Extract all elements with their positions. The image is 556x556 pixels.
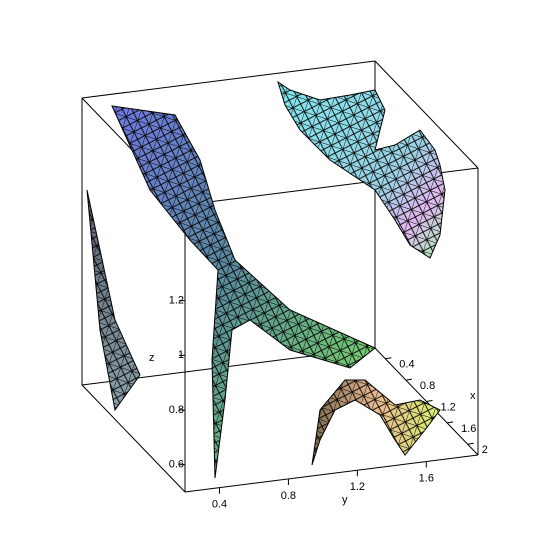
y-axis-label: y [342, 494, 348, 506]
y-tick-label: 0.4 [212, 499, 227, 511]
surface-mesh [278, 82, 445, 258]
surface-mesh [112, 106, 375, 478]
x-tick-label: 0.8 [420, 380, 435, 392]
surface-mesh [312, 380, 440, 465]
box-edge [374, 60, 479, 169]
x-tick-label: 0.4 [399, 359, 414, 371]
z-axis-label: z [149, 352, 155, 364]
y-tick-label: 1.2 [350, 481, 365, 493]
tick-mark [405, 378, 412, 381]
tick-mark [447, 421, 454, 424]
x-axis-label: x [470, 390, 476, 402]
x-tick-label: 1.6 [461, 423, 476, 435]
z-tick-label: 0.8 [169, 404, 184, 416]
x-tick-label: 2 [482, 444, 488, 456]
surface-mesh [87, 190, 140, 410]
z-tick-label: 0.6 [169, 459, 184, 471]
box-edge [81, 384, 186, 493]
tick-mark [467, 442, 474, 445]
tick-mark [385, 357, 392, 360]
box-edge [184, 454, 479, 493]
y-tick-label: 0.8 [281, 490, 296, 502]
tick-mark [426, 400, 433, 402]
z-tick-label: 1.2 [169, 295, 184, 307]
x-tick-label: 1.2 [441, 401, 456, 413]
box-edge [81, 60, 376, 99]
surfaces [86, 80, 446, 479]
z-tick-label: 1 [178, 349, 184, 361]
y-tick-label: 1.6 [419, 472, 434, 484]
